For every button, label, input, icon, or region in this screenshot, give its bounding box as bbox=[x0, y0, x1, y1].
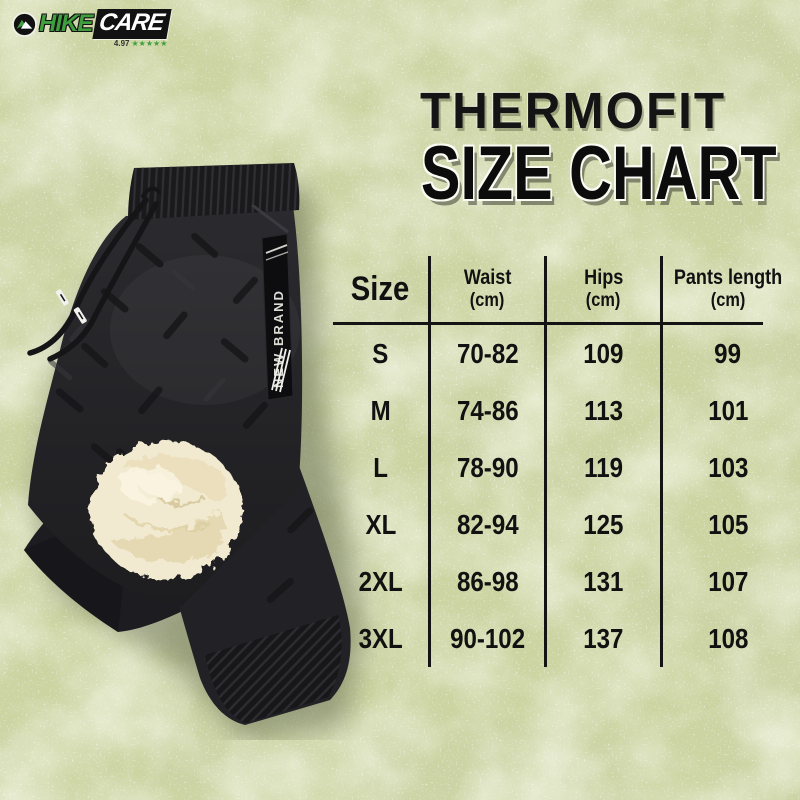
size-chart-table: Size Waist (cm) Hips (cm) Pants length (… bbox=[333, 256, 793, 667]
cell-size: 2XL bbox=[333, 553, 431, 610]
page-title: THERMOFIT SIZE CHART bbox=[378, 82, 777, 216]
product-photo-pants: NEW BRAND bbox=[24, 163, 365, 740]
title-thermofit: THERMOFIT bbox=[419, 82, 727, 139]
cell-waist: 90-102 bbox=[431, 610, 547, 667]
brand-rating: 4.97 ★★★★★ bbox=[12, 39, 169, 48]
quilt-highlights bbox=[48, 269, 226, 402]
cell-hips: 125 bbox=[547, 496, 663, 553]
cell-waist: 86-98 bbox=[431, 553, 547, 610]
table-row: L 78-90 119 103 bbox=[333, 439, 793, 496]
cell-length: 107 bbox=[707, 565, 749, 597]
rating-value: 4.97 bbox=[113, 39, 130, 48]
cell-hips: 109 bbox=[547, 325, 663, 382]
table-header-row: Size Waist (cm) Hips (cm) Pants length (… bbox=[333, 256, 793, 322]
table-body: S 70-82 109 99 M 74-86 113 101 L 78-90 1… bbox=[333, 325, 793, 667]
table-row: M 74-86 113 101 bbox=[333, 382, 793, 439]
cell-hips: 113 bbox=[547, 382, 663, 439]
cell-length: 99 bbox=[714, 337, 742, 369]
header-size: Size bbox=[333, 256, 431, 322]
table-row: 2XL 86-98 131 107 bbox=[333, 553, 793, 610]
header-waist: Waist (cm) bbox=[431, 256, 547, 322]
waistband bbox=[128, 163, 300, 220]
cell-size: S bbox=[333, 325, 431, 382]
brand-name-hike: HIKE bbox=[39, 10, 93, 37]
fleece-lining bbox=[90, 441, 242, 579]
rating-stars-icon: ★★★★★ bbox=[131, 39, 168, 48]
table-row: XL 82-94 125 105 bbox=[333, 496, 793, 553]
quilt-pattern bbox=[55, 232, 314, 603]
brand-logo: HIKE CARE 4.97 ★★★★★ bbox=[12, 9, 173, 48]
brand-name-care-box: CARE bbox=[92, 9, 173, 39]
cell-hips: 137 bbox=[547, 610, 663, 667]
header-pants-length: Pants length (cm) bbox=[673, 266, 783, 311]
header-divider-line bbox=[333, 322, 763, 325]
cell-hips: 131 bbox=[547, 553, 663, 610]
cell-waist: 74-86 bbox=[431, 382, 547, 439]
drawstrings bbox=[27, 186, 161, 362]
cell-waist: 78-90 bbox=[431, 439, 547, 496]
header-hips: Hips (cm) bbox=[547, 256, 663, 322]
mountain-logo-icon bbox=[12, 11, 37, 37]
cell-waist: 70-82 bbox=[431, 325, 547, 382]
brand-name-care: CARE bbox=[97, 9, 167, 36]
cell-size: 3XL bbox=[333, 610, 431, 667]
table-row: S 70-82 109 99 bbox=[333, 325, 793, 382]
cell-waist: 82-94 bbox=[431, 496, 547, 553]
zipper-tape: NEW BRAND bbox=[251, 203, 294, 401]
title-size-chart: SIZE CHART bbox=[420, 131, 777, 216]
cell-length: 105 bbox=[707, 508, 749, 540]
cell-length: 101 bbox=[707, 394, 749, 426]
cell-hips: 119 bbox=[547, 439, 663, 496]
cell-size: M bbox=[333, 382, 431, 439]
cell-size: XL bbox=[333, 496, 431, 553]
cell-size: L bbox=[333, 439, 431, 496]
table-row: 3XL 90-102 137 108 bbox=[333, 610, 793, 667]
cell-length: 108 bbox=[707, 622, 749, 654]
cell-length: 103 bbox=[707, 451, 749, 483]
